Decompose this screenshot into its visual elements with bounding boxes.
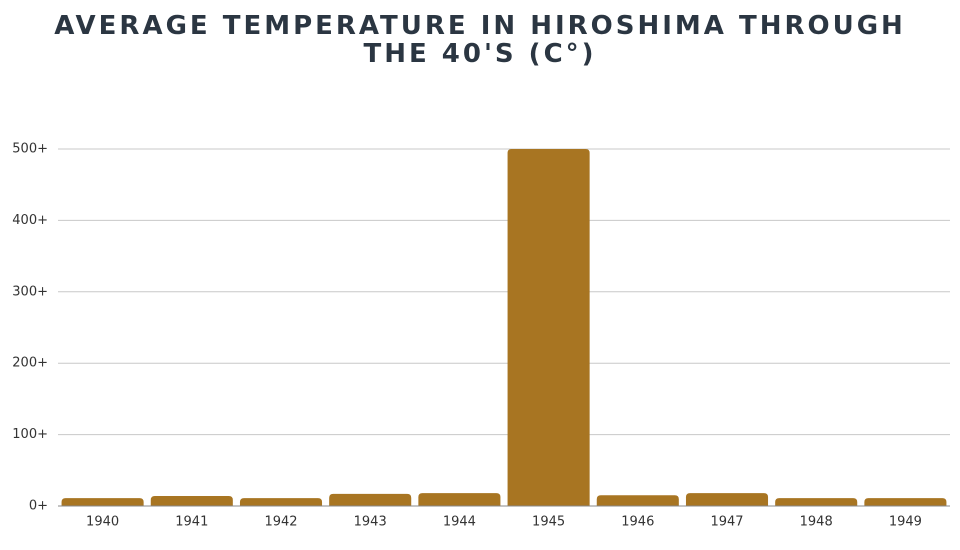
bar xyxy=(61,498,144,506)
x-tick-label: 1944 xyxy=(443,515,476,530)
y-tick-label: 400+ xyxy=(12,213,48,228)
bar xyxy=(775,498,858,506)
x-tick-label: 1947 xyxy=(710,515,743,530)
y-tick-label: 0+ xyxy=(29,499,48,514)
y-tick-label: 300+ xyxy=(12,284,48,299)
x-tick-label: 1941 xyxy=(175,515,208,530)
y-tick-label: 100+ xyxy=(12,427,48,442)
bar xyxy=(329,493,412,506)
bar xyxy=(150,496,233,506)
y-tick-label: 200+ xyxy=(12,356,48,371)
x-tick-label: 1945 xyxy=(532,515,565,530)
x-tick-label: 1948 xyxy=(800,515,833,530)
bar xyxy=(507,149,590,506)
x-tick-label: 1946 xyxy=(621,515,654,530)
bar xyxy=(596,495,679,506)
y-tick-label: 500+ xyxy=(12,142,48,157)
x-tick-label: 1940 xyxy=(86,515,119,530)
bar xyxy=(864,498,947,506)
x-tick-label: 1943 xyxy=(354,515,387,530)
x-tick-label: 1949 xyxy=(889,515,922,530)
bar xyxy=(239,498,323,506)
bar xyxy=(685,493,769,506)
bar xyxy=(418,493,501,506)
x-tick-label: 1942 xyxy=(264,515,297,530)
chart-title: AVERAGE TEMPERATURE IN HIROSHIMA THROUGH… xyxy=(54,11,906,69)
